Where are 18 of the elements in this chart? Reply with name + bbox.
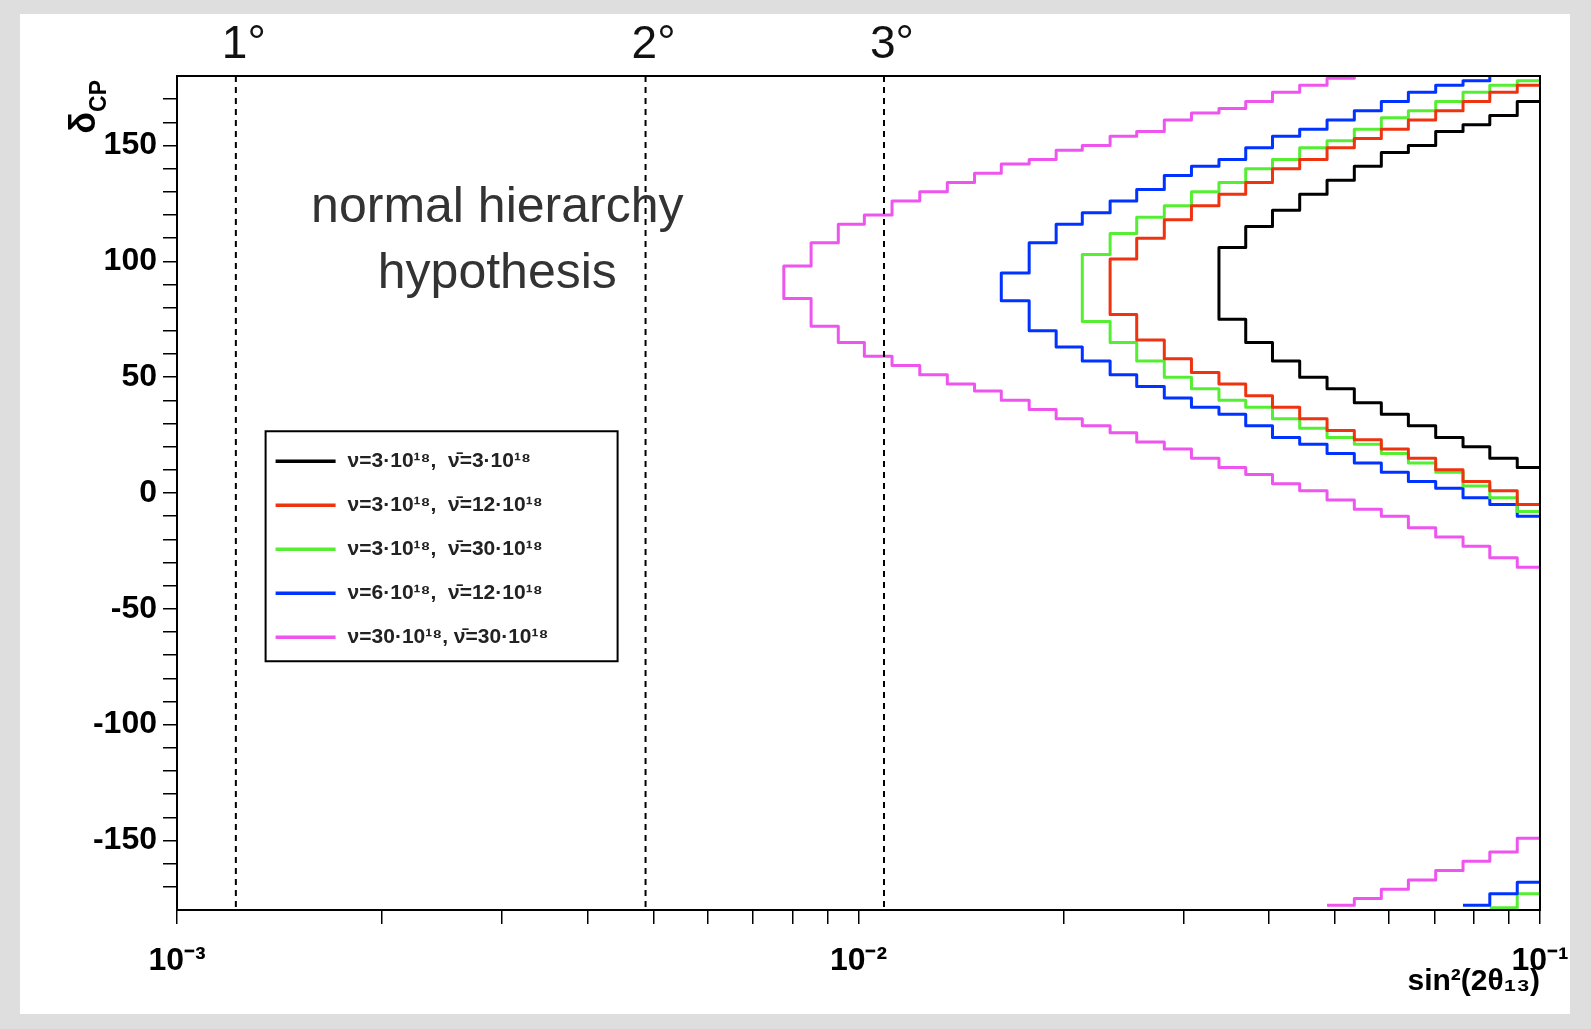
- y-tick-label: -100: [92, 704, 157, 741]
- annotation: normal hierarchy hypothesis: [311, 176, 684, 299]
- legend-label: ν=3·10¹⁸, ν̄=3·10¹⁸: [347, 448, 531, 472]
- legend-label: ν=6·10¹⁸, ν̄=12·10¹⁸: [347, 580, 543, 604]
- legend-label: ν=3·10¹⁸, ν̄=30·10¹⁸: [347, 536, 543, 560]
- y-tick-label: 0: [139, 472, 157, 509]
- y-tick-label: -150: [92, 820, 157, 857]
- legend-label: ν=3·10¹⁸, ν̄=12·10¹⁸: [347, 492, 543, 516]
- annotation: 1°: [221, 16, 266, 68]
- y-tick-label: 50: [121, 356, 157, 393]
- annotation: 2°: [631, 16, 676, 68]
- y-tick-label: 150: [103, 125, 157, 162]
- x-tick-label: 10⁻²: [829, 941, 888, 978]
- annotation: 3°: [870, 16, 914, 68]
- y-tick-label: -50: [110, 588, 157, 625]
- x-tick-label: 10⁻³: [148, 941, 206, 978]
- legend-label: ν=30·10¹⁸, ν̄=30·10¹⁸: [347, 624, 549, 648]
- y-tick-label: 100: [103, 241, 157, 278]
